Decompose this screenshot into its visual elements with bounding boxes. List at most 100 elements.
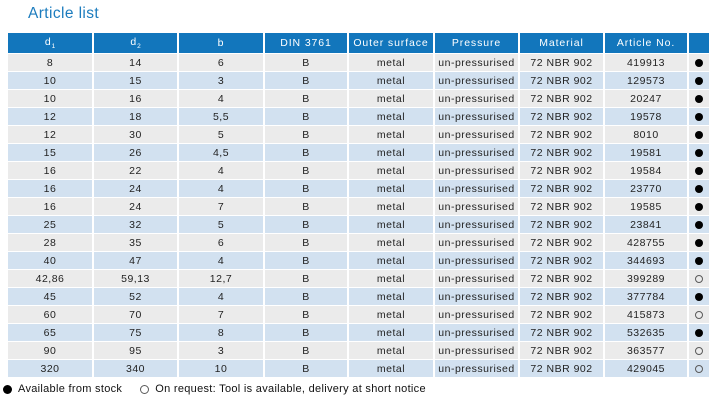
cell-b: 4 [179, 90, 265, 108]
cell-article_no: 129573 [605, 72, 689, 90]
cell-d2: 59,13 [94, 270, 179, 288]
cell-b: 3 [179, 342, 265, 360]
cell-outer_surface: metal [349, 90, 435, 108]
cell-availability [689, 252, 709, 270]
cell-d1: 320 [8, 360, 94, 378]
available-from-stock-icon [695, 256, 703, 265]
cell-b: 6 [179, 234, 265, 252]
on-request-icon [695, 346, 703, 355]
on-request-icon [695, 364, 703, 373]
cell-availability [689, 126, 709, 144]
available-from-stock-icon [695, 76, 703, 85]
cell-d1: 90 [8, 342, 94, 360]
cell-material: 72 NBR 902 [520, 306, 605, 324]
cell-d1: 12 [8, 126, 94, 144]
cell-d1: 16 [8, 198, 94, 216]
cell-article_no: 344693 [605, 252, 689, 270]
cell-b: 5 [179, 126, 265, 144]
cell-pressure: un-pressurised [435, 288, 520, 306]
cell-outer_surface: metal [349, 72, 435, 90]
cell-b: 10 [179, 360, 265, 378]
column-header-d1-subscript: 1 [51, 43, 56, 51]
cell-d1: 60 [8, 306, 94, 324]
cell-d2: 14 [94, 54, 179, 72]
cell-article_no: 429045 [605, 360, 689, 378]
cell-material: 72 NBR 902 [520, 234, 605, 252]
open-circle-icon [140, 384, 150, 394]
cell-pressure: un-pressurised [435, 72, 520, 90]
cell-d1: 65 [8, 324, 94, 342]
cell-availability [689, 270, 709, 288]
cell-outer_surface: metal [349, 126, 435, 144]
available-from-stock-icon [695, 148, 703, 157]
cell-outer_surface: metal [349, 234, 435, 252]
on-request-icon [695, 310, 703, 319]
cell-availability [689, 306, 709, 324]
cell-material: 72 NBR 902 [520, 90, 605, 108]
column-header-d2: d2 [94, 33, 179, 54]
cell-d1: 28 [8, 234, 94, 252]
cell-d1: 10 [8, 72, 94, 90]
cell-din: B [265, 288, 349, 306]
available-from-stock-icon [695, 328, 703, 337]
available-from-stock-icon [695, 238, 703, 247]
cell-article_no: 415873 [605, 306, 689, 324]
available-from-stock-icon [695, 166, 703, 175]
cell-b: 4 [179, 162, 265, 180]
cell-din: B [265, 234, 349, 252]
cell-din: B [265, 360, 349, 378]
cell-din: B [265, 54, 349, 72]
column-header-d2-subscript: 2 [137, 43, 141, 51]
cell-d1: 45 [8, 288, 94, 306]
cell-din: B [265, 252, 349, 270]
legend-available-from-stock-label: Available from stock [18, 383, 123, 395]
cell-b: 12,7 [179, 270, 265, 288]
column-header-availability [689, 33, 709, 54]
cell-pressure: un-pressurised [435, 198, 520, 216]
cell-din: B [265, 180, 349, 198]
cell-material: 72 NBR 902 [520, 108, 605, 126]
cell-b: 5,5 [179, 108, 265, 126]
cell-d1: 10 [8, 90, 94, 108]
cell-article_no: 19578 [605, 108, 689, 126]
cell-availability [689, 324, 709, 342]
cell-outer_surface: metal [349, 342, 435, 360]
cell-availability [689, 216, 709, 234]
cell-b: 4 [179, 252, 265, 270]
on-request-icon [695, 274, 703, 283]
cell-material: 72 NBR 902 [520, 342, 605, 360]
cell-availability [689, 54, 709, 72]
cell-d1: 15 [8, 144, 94, 162]
cell-outer_surface: metal [349, 288, 435, 306]
cell-b: 4 [179, 288, 265, 306]
table-header: d1 d2 b DIN 3761 Outer surface Pressure Materi… [8, 33, 709, 54]
cell-d2: 22 [94, 162, 179, 180]
cell-d2: 24 [94, 198, 179, 216]
cell-outer_surface: metal [349, 324, 435, 342]
column-header-pressure: Pressure [435, 33, 520, 54]
cell-din: B [265, 90, 349, 108]
cell-article_no: 19581 [605, 144, 689, 162]
cell-material: 72 NBR 902 [520, 144, 605, 162]
cell-d2: 35 [94, 234, 179, 252]
cell-availability [689, 108, 709, 126]
column-header-din: DIN 3761 [265, 33, 349, 54]
cell-outer_surface: metal [349, 108, 435, 126]
cell-din: B [265, 144, 349, 162]
cell-material: 72 NBR 902 [520, 180, 605, 198]
cell-outer_surface: metal [349, 144, 435, 162]
filled-circle-icon [3, 384, 12, 394]
cell-outer_surface: metal [349, 180, 435, 198]
cell-d2: 16 [94, 90, 179, 108]
cell-din: B [265, 126, 349, 144]
